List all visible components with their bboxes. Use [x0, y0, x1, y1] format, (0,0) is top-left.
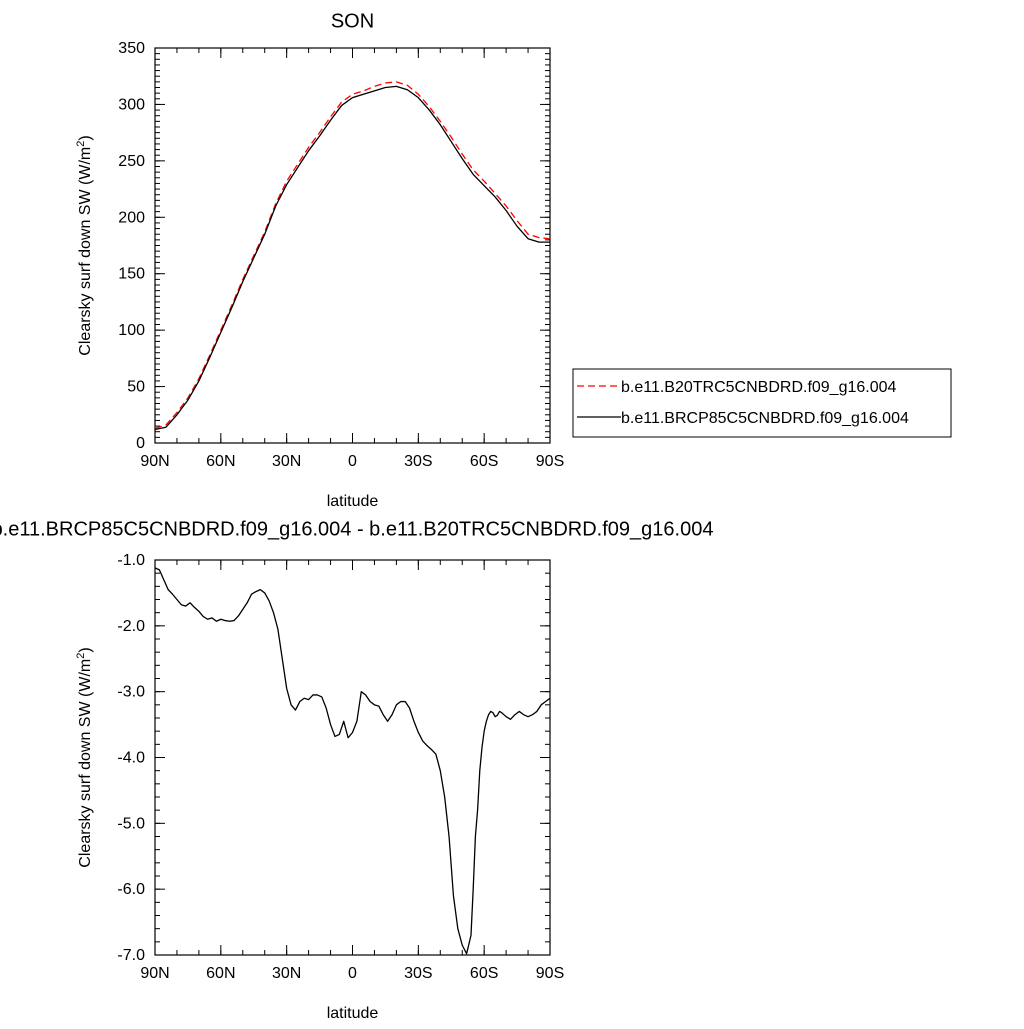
- x-tick-label: 30S: [404, 453, 432, 470]
- series-line-0: [154, 81, 551, 429]
- x-tick-label: 60S: [470, 965, 498, 982]
- x-tick-label: 90S: [536, 453, 564, 470]
- plot-title: b.e11.BRCP85C5CNBDRD.f09_g16.004 - b.e11…: [0, 518, 713, 540]
- x-tick-label: 0: [348, 965, 357, 982]
- legend: b.e11.B20TRC5CNBDRD.f09_g16.004 b.e11.BRC…: [572, 368, 952, 438]
- y-axis-label-sup: 2: [75, 141, 87, 147]
- y-axis-label: Clearsky surf down SW (W/m2): [75, 647, 94, 867]
- top-panel: SON 90N 60N 30N 0 30S 60S 90S 0 50 100 150 200 250 300…: [75, 10, 952, 510]
- x-tick-label: 30S: [404, 965, 432, 982]
- y-axis-label-suffix: ): [77, 135, 94, 140]
- x-tick-label: 60N: [206, 965, 235, 982]
- y-tick-label: -3.0: [117, 684, 145, 701]
- x-axis-label: latitude: [327, 1005, 379, 1022]
- x-tick-label: 60N: [206, 453, 235, 470]
- x-tick-label: 90S: [536, 965, 564, 982]
- y-tick-label: -4.0: [117, 750, 145, 767]
- y-tick-label: -2.0: [117, 618, 145, 635]
- y-tick-label: 300: [118, 96, 145, 113]
- x-tick-label: 30N: [272, 965, 301, 982]
- plot-frame: [154, 47, 551, 444]
- series-line-1: [154, 85, 550, 431]
- y-tick-label: -1.0: [117, 552, 145, 569]
- y-axis-label-suffix: ): [77, 647, 94, 652]
- y-tick-label: -5.0: [117, 815, 145, 832]
- y-axis-label-main: Clearsky surf down SW (W/m: [77, 659, 94, 868]
- y-axis-label: Clearsky surf down SW (W/m2): [75, 135, 94, 355]
- bottom-panel: b.e11.BRCP85C5CNBDRD.f09_g16.004 - b.e11…: [0, 518, 713, 1022]
- plot-title: SON: [331, 10, 374, 32]
- series-line-0: [154, 567, 551, 955]
- x-tick-label: 90N: [140, 965, 169, 982]
- legend-label: b.e11.B20TRC5CNBDRD.f09_g16.004: [621, 379, 897, 396]
- y-tick-label: 200: [118, 209, 145, 226]
- y-tick-label: 250: [118, 153, 145, 170]
- y-tick-label: -6.0: [117, 881, 145, 898]
- x-tick-label: 90N: [140, 453, 169, 470]
- y-tick-label: 350: [118, 40, 145, 57]
- x-axis-label: latitude: [327, 493, 379, 510]
- y-tick-label: -7.0: [117, 947, 145, 964]
- y-axis-label-sup: 2: [75, 653, 87, 659]
- y-tick-label: 0: [136, 435, 145, 452]
- y-tick-label: 150: [118, 266, 145, 283]
- x-tick-label: 60S: [470, 453, 498, 470]
- y-tick-label: 100: [118, 322, 145, 339]
- y-axis-label-main: Clearsky surf down SW (W/m: [77, 147, 94, 356]
- x-tick-label: 30N: [272, 453, 301, 470]
- x-tick-label: 0: [348, 453, 357, 470]
- legend-label: b.e11.BRCP85C5CNBDRD.f09_g16.004: [621, 410, 909, 427]
- legend-box: [572, 368, 952, 438]
- y-tick-label: 50: [127, 379, 145, 396]
